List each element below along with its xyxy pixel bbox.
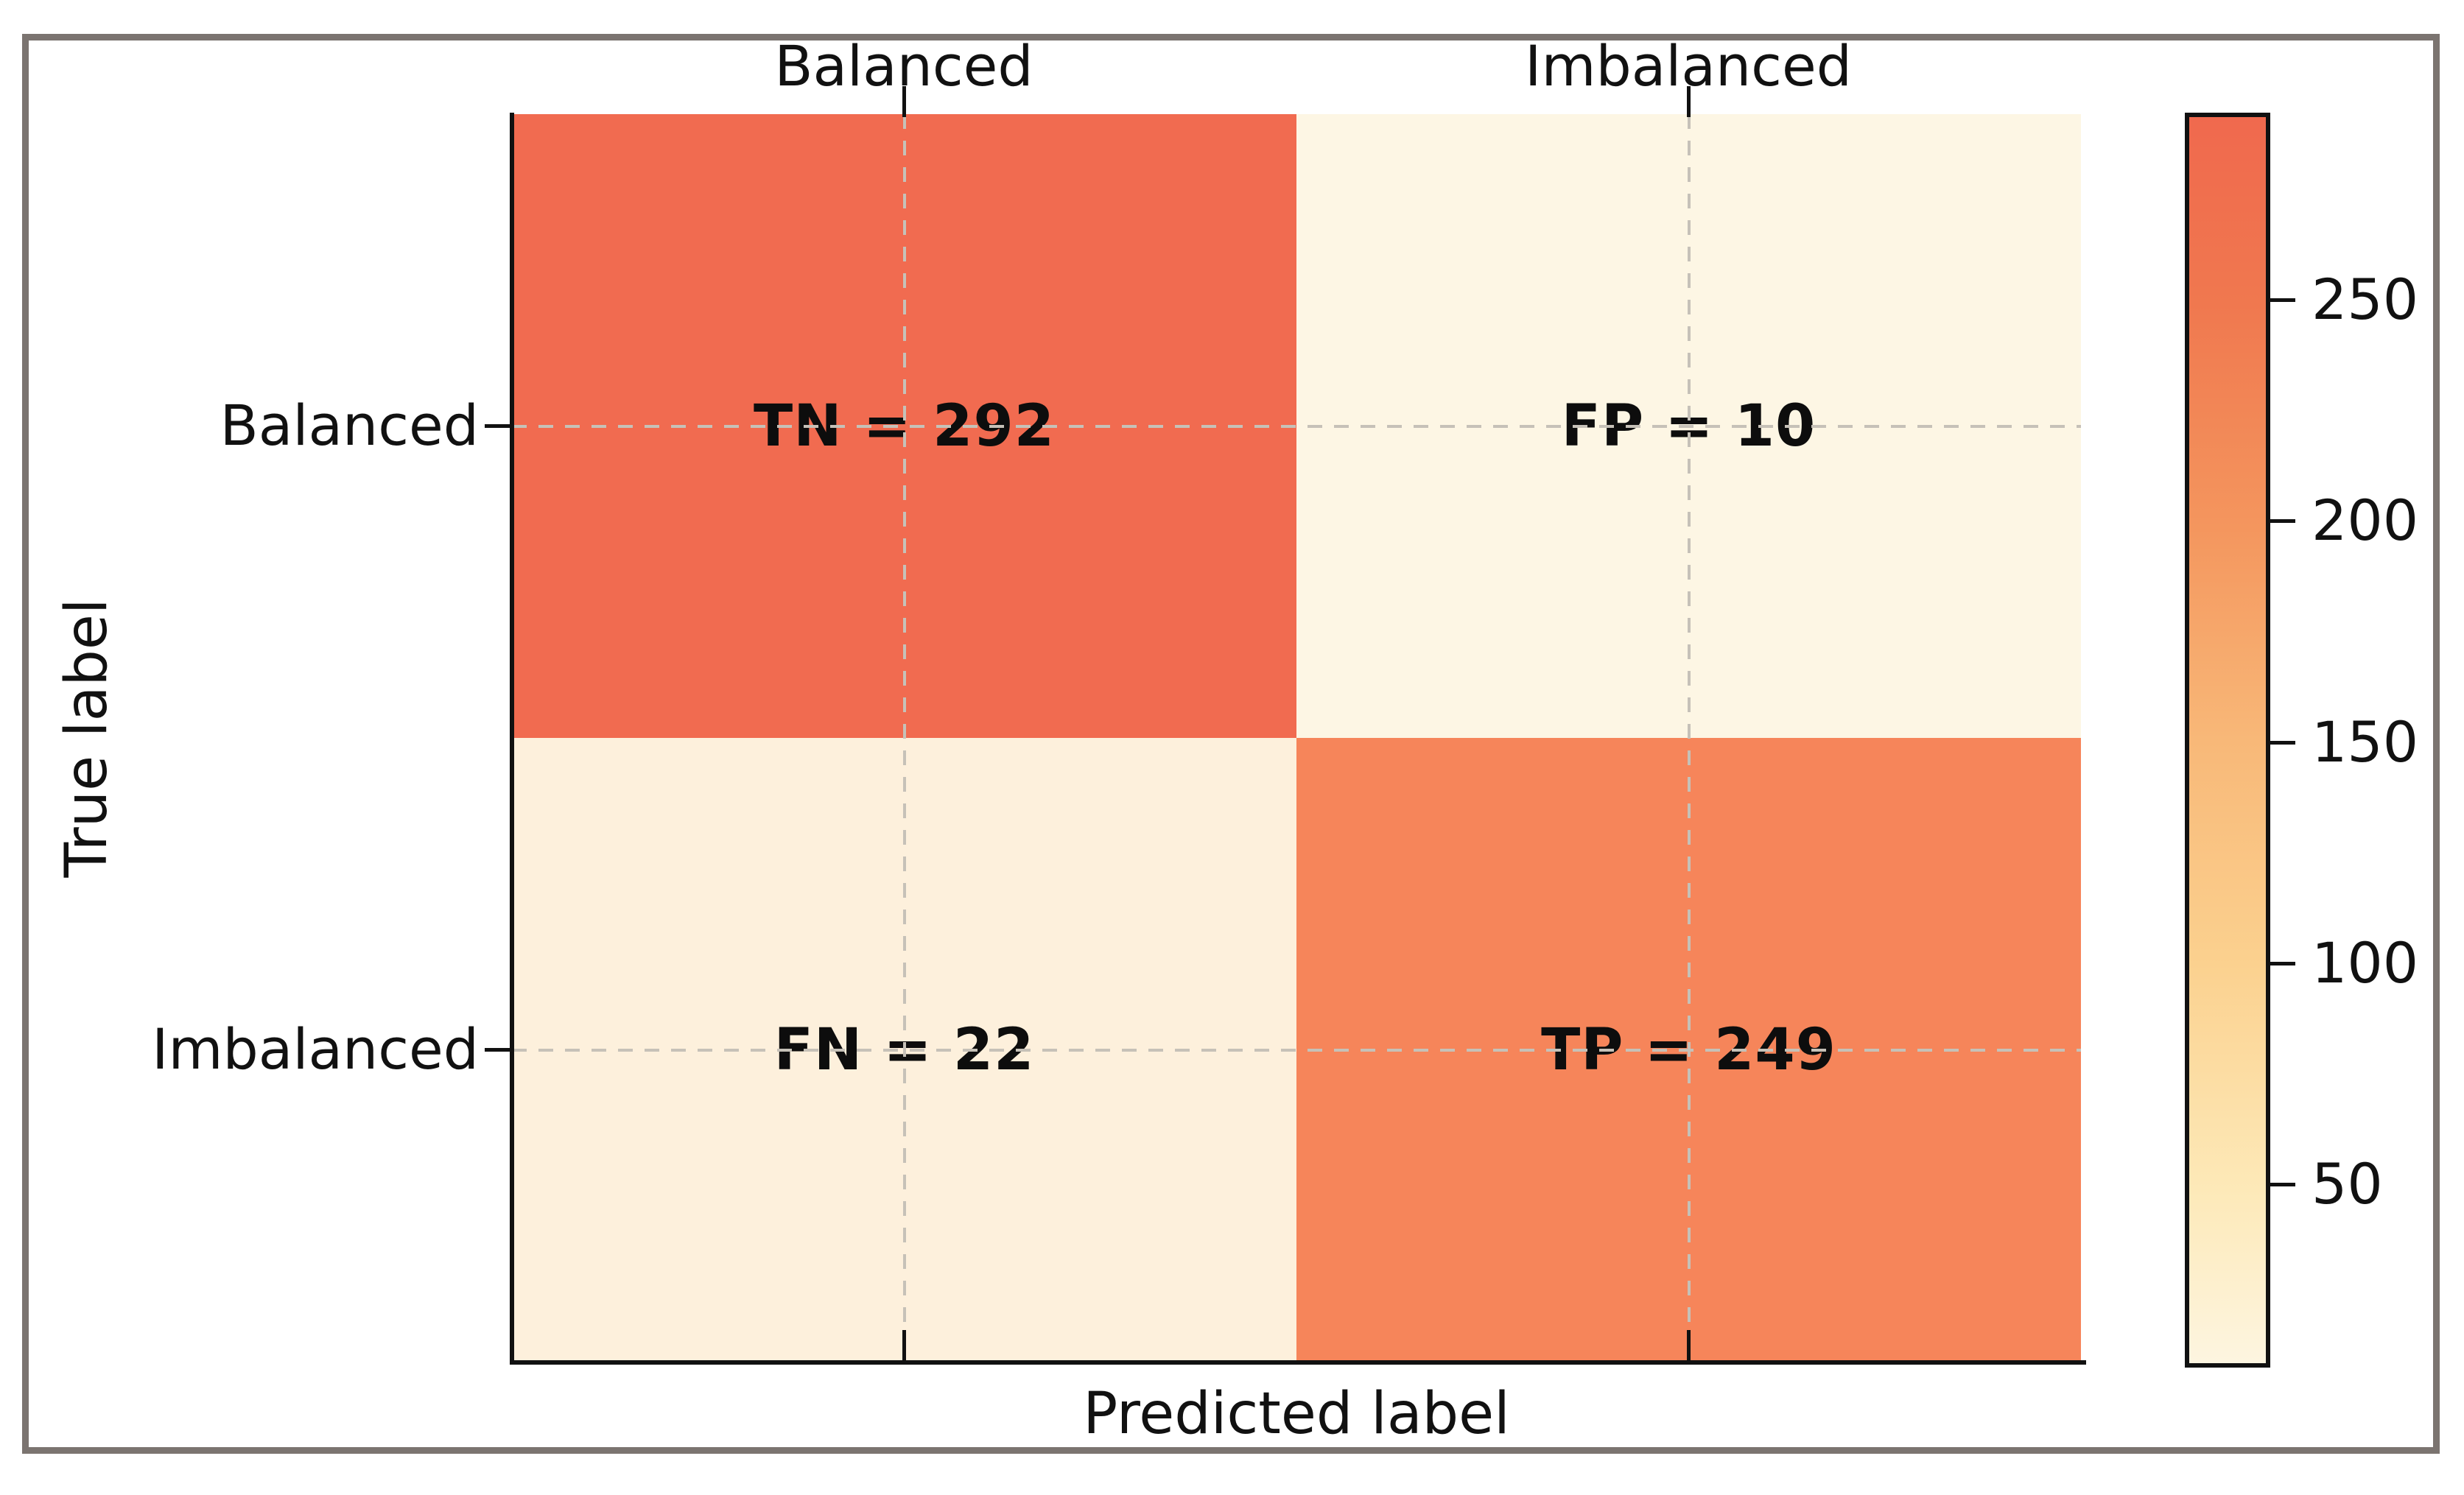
x-axis-spine [510,1360,2086,1365]
x-tick-label-imbalanced: Imbalanced [1525,33,1852,99]
colorbar-label-50: 50 [2312,1151,2383,1217]
y-tick-label-imbalanced: Imbalanced [152,1016,479,1082]
colorbar-label-200: 200 [2312,488,2419,553]
x-tick-label-balanced: Balanced [774,33,1033,99]
x-tick-bottom-balanced [902,1330,906,1364]
gridline-vertical-col2 [1687,114,1691,1362]
y-tick-balanced [485,424,514,428]
x-axis-title: Predicted label [1083,1381,1510,1447]
colorbar-tick-150 [2269,741,2295,745]
gridline-vertical-col1 [902,114,906,1362]
x-tick-top-balanced [902,86,906,117]
x-tick-bottom-imbalanced [1687,1330,1691,1364]
colorbar-tick-200 [2269,519,2295,523]
colorbar-tick-250 [2269,298,2295,302]
x-tick-top-imbalanced [1687,86,1691,117]
y-axis-title: True label [54,598,120,878]
colorbar [2185,113,2270,1368]
colorbar-label-100: 100 [2312,930,2419,996]
colorbar-tick-100 [2269,962,2295,965]
colorbar-tick-50 [2269,1183,2295,1186]
colorbar-label-150: 150 [2312,709,2419,775]
y-tick-imbalanced [485,1048,514,1052]
gridline-horizontal-row1 [512,424,2081,428]
y-axis-spine [510,113,514,1364]
colorbar-label-250: 250 [2312,267,2419,332]
y-tick-label-balanced: Balanced [220,393,479,458]
heatmap-grid: TN = 292 FP = 10 FN = 22 TP = 249 [512,114,2081,1362]
gridline-horizontal-row2 [512,1048,2081,1052]
